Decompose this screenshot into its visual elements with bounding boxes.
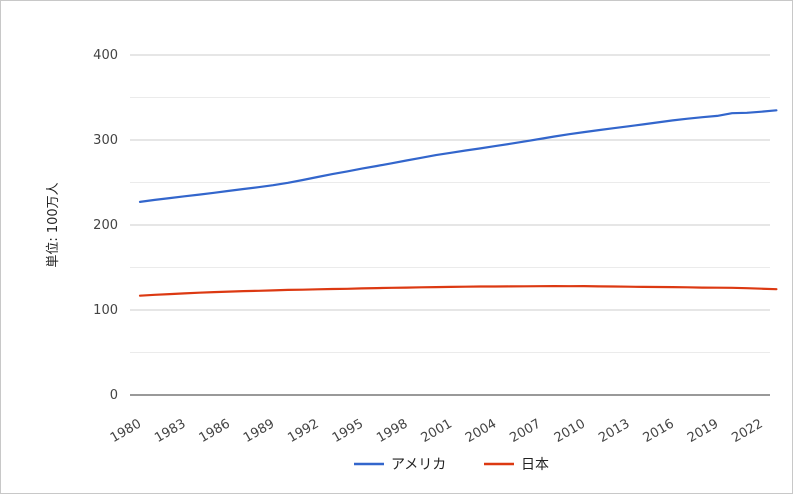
x-axis-ticks: 1980 1983 1986 1989 1992 1995 1998 2001 2004 2007… [108,416,766,446]
x-tick-label: 2016 [641,416,677,446]
x-tick-label: 2001 [419,416,455,446]
y-tick-label: 400 [93,48,118,63]
x-tick-label: 1998 [374,416,410,446]
x-tick-label: 1983 [152,416,188,446]
y-tick-label: 300 [93,133,118,148]
x-tick-label: 1980 [108,416,144,446]
x-tick-label: 1992 [285,416,321,446]
legend: アメリカ 日本 [354,457,549,473]
x-tick-label: 1995 [330,416,366,446]
x-tick-label: 2004 [463,416,499,446]
y-tick-label: 100 [93,303,118,318]
x-tick-label: 2013 [596,416,632,446]
series-line [138,109,778,203]
legend-label: アメリカ [391,457,446,473]
y-axis-label: 単位: 100万人 [45,182,61,267]
x-tick-label: 1989 [241,416,277,446]
y-axis-ticks: 0 100 200 300 400 [93,48,118,403]
x-tick-label: 2007 [507,416,543,446]
x-tick-label: 1986 [197,416,233,446]
x-tick-label: 2010 [552,416,588,446]
gridlines [130,54,770,353]
y-tick-label: 0 [110,388,118,403]
x-tick-label: 2022 [729,416,765,446]
series-line [138,285,778,297]
legend-label: 日本 [521,457,549,473]
series-lines [138,109,778,297]
y-tick-label: 200 [93,218,118,233]
x-tick-label: 2019 [685,416,721,446]
